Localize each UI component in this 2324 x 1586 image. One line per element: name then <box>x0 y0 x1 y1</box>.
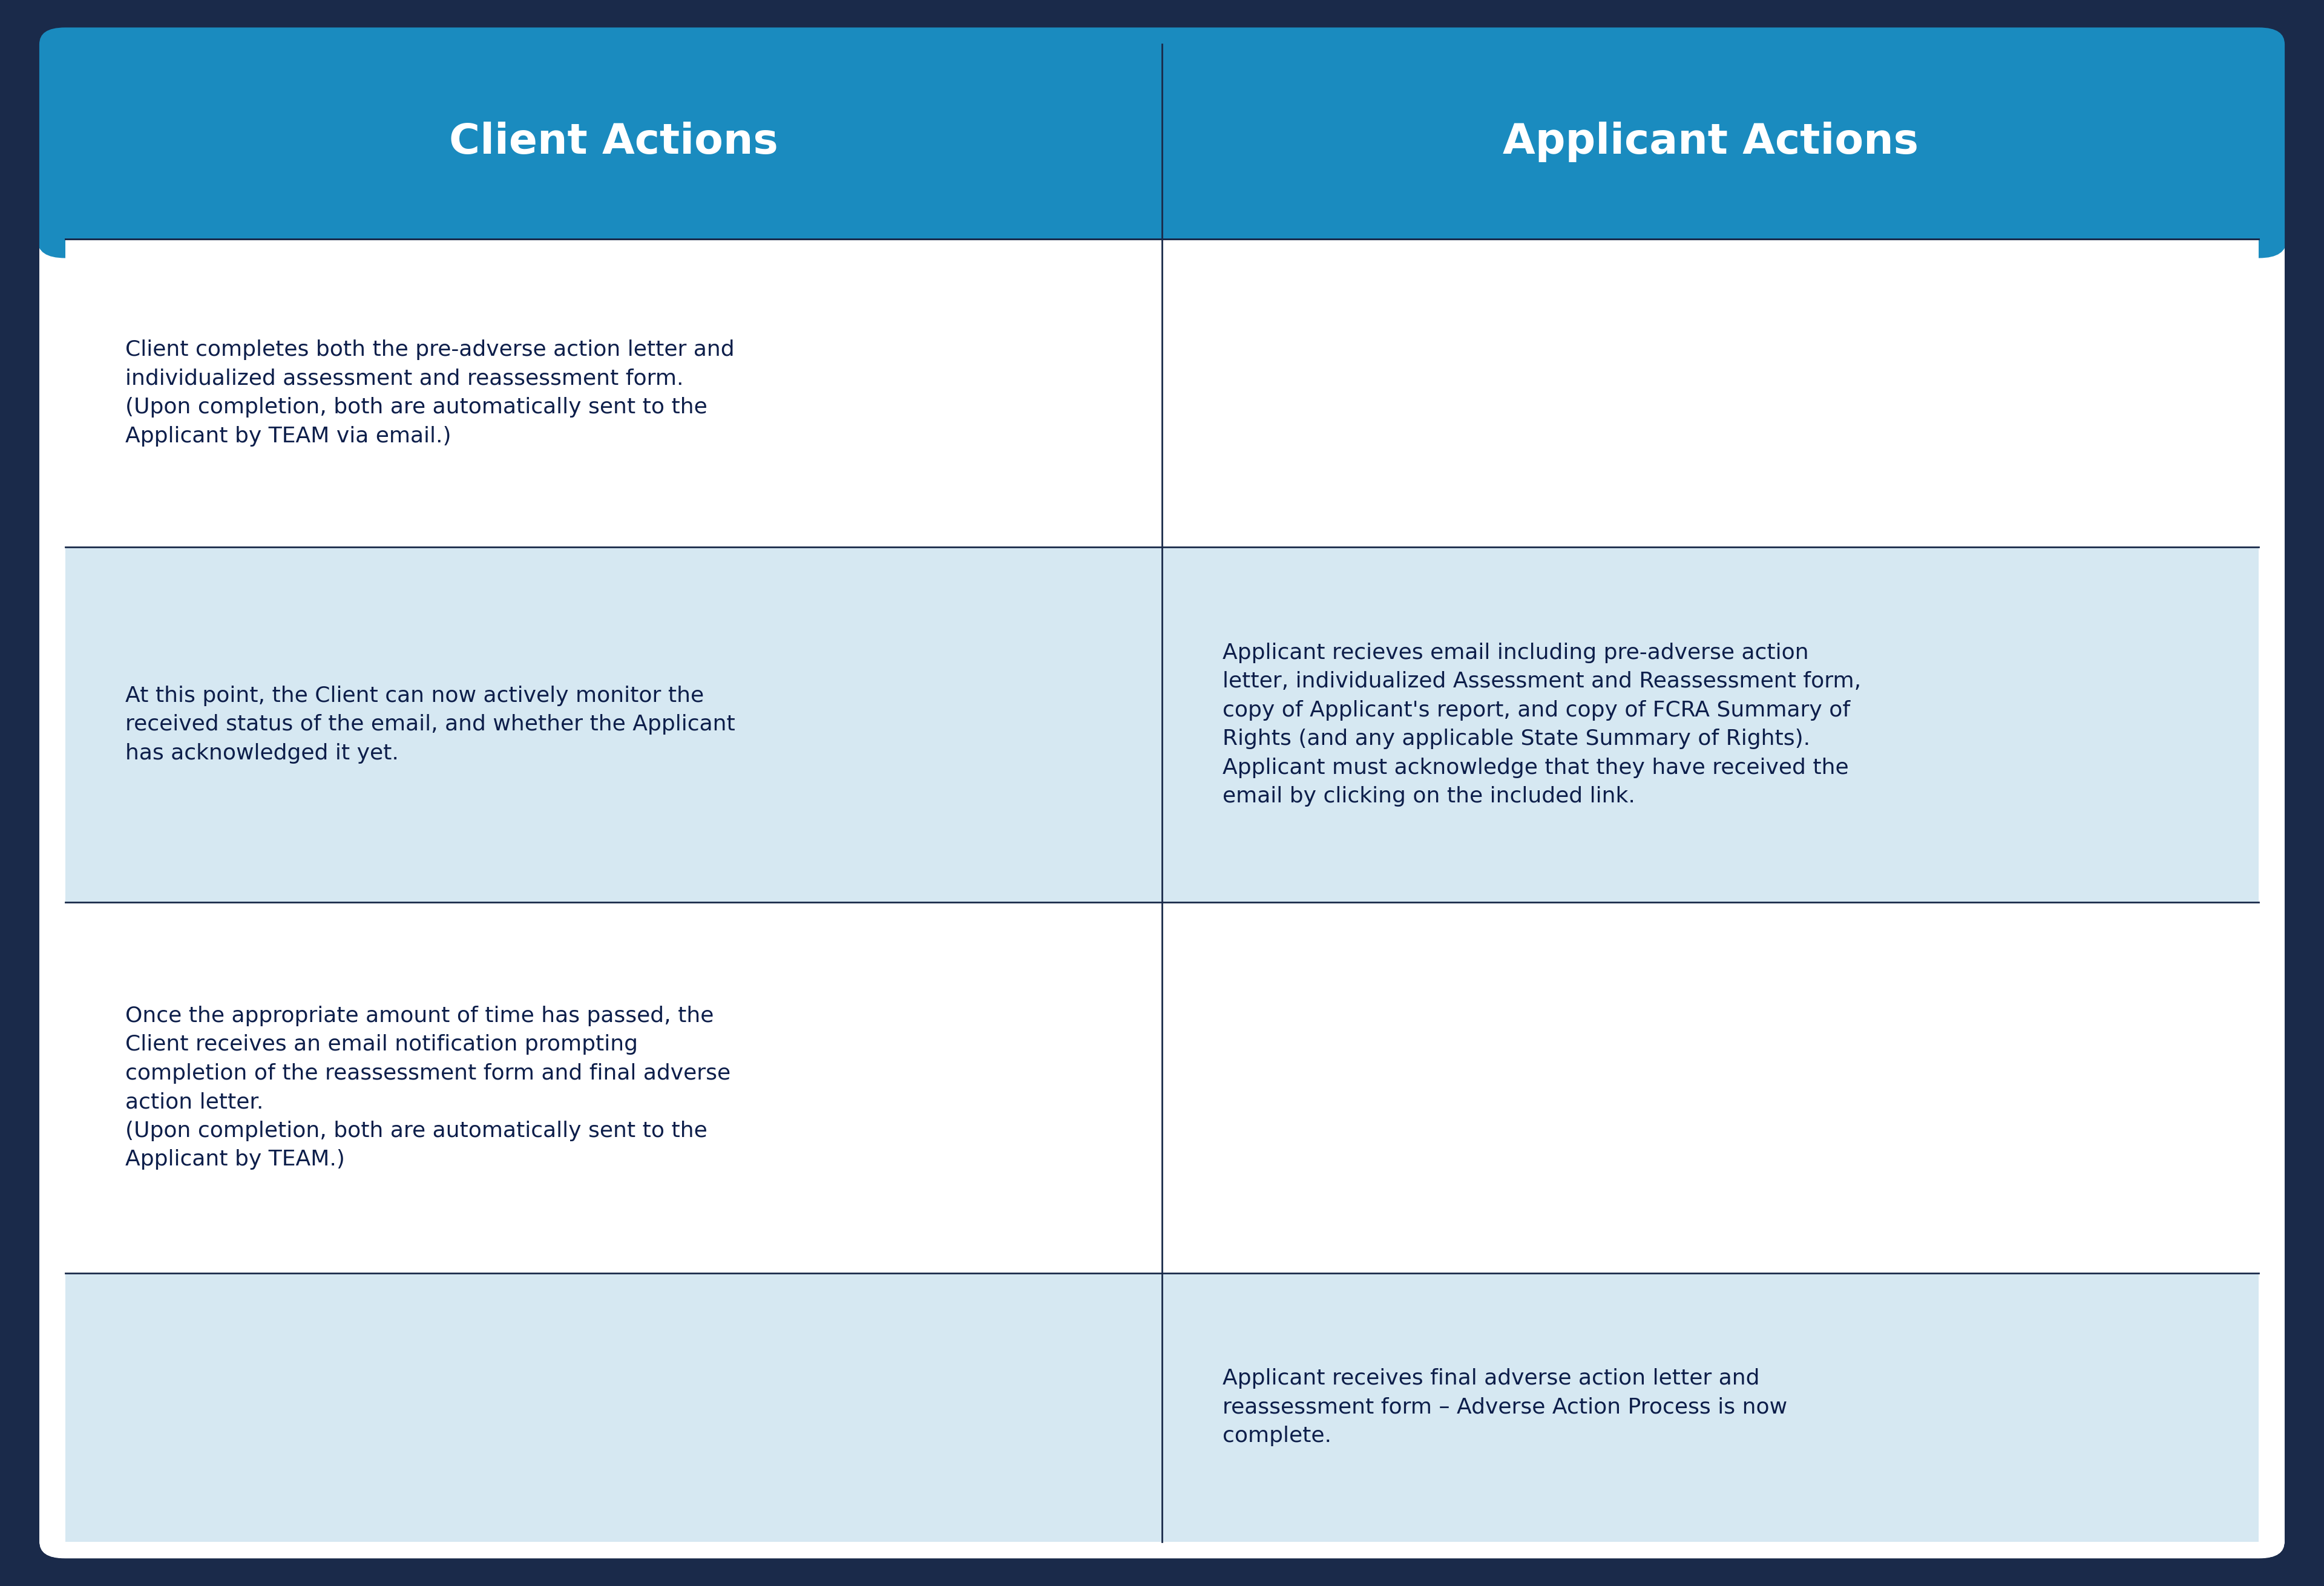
Bar <box>65 1274 1162 1542</box>
Bar <box>1162 902 2259 1274</box>
Text: Client completes both the pre-adverse action letter and
individualized assessmen: Client completes both the pre-adverse ac… <box>125 339 734 446</box>
FancyBboxPatch shape <box>37 25 2287 1561</box>
Bar <box>1162 1274 2259 1542</box>
Text: At this point, the Client can now actively monitor the
received status of the em: At this point, the Client can now active… <box>125 685 734 763</box>
Bar <box>65 547 1162 902</box>
Bar <box>65 239 1162 547</box>
Text: Applicant recieves email including pre-adverse action
letter, individualized Ass: Applicant recieves email including pre-a… <box>1222 642 1862 807</box>
Bar <box>1162 547 2259 902</box>
Text: Client Actions: Client Actions <box>449 122 779 162</box>
FancyBboxPatch shape <box>37 25 2287 259</box>
Bar <box>1162 239 2259 547</box>
Text: Applicant Actions: Applicant Actions <box>1504 122 1917 162</box>
Bar <box>65 902 1162 1274</box>
Text: Applicant receives final adverse action letter and
reassessment form – Adverse A: Applicant receives final adverse action … <box>1222 1369 1787 1446</box>
Text: Once the appropriate amount of time has passed, the
Client receives an email not: Once the appropriate amount of time has … <box>125 1006 730 1170</box>
Bar <box>65 141 2259 239</box>
